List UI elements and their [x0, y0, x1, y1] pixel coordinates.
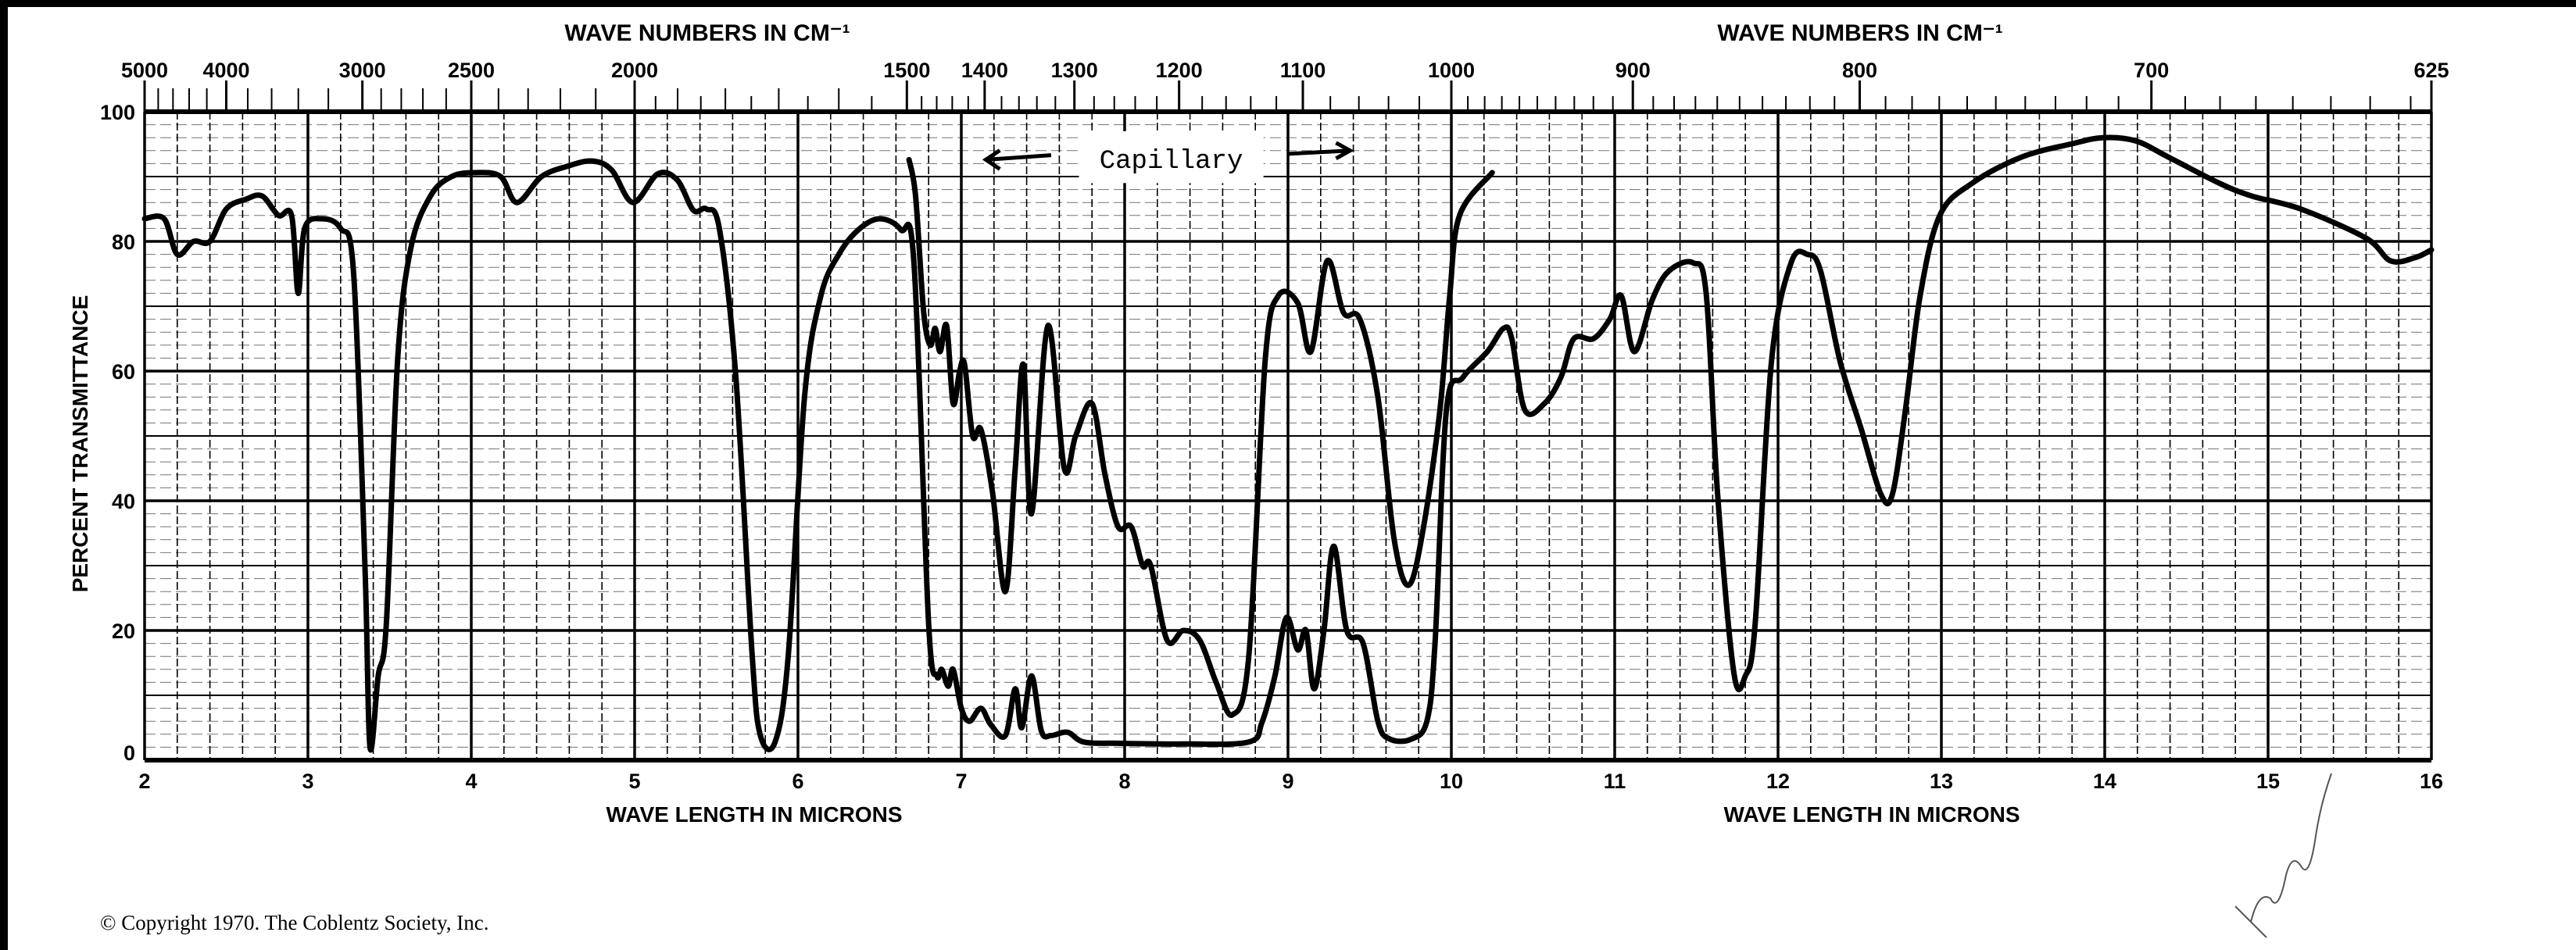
top-tick-label: 2500 [448, 59, 495, 82]
y-tick-label: 20 [112, 620, 135, 643]
x-tick-label: 13 [1930, 770, 1953, 793]
top-tick-label: 1500 [883, 59, 930, 82]
y-axis-ticks: 0 20 40 60 80 100 [100, 101, 135, 765]
y-tick-label: 80 [112, 230, 135, 254]
arrow-right-icon [1287, 141, 1354, 160]
capillary-label: Capillary [1100, 147, 1243, 177]
top-tick-label: 2000 [611, 59, 658, 82]
x-tick-label: 11 [1604, 770, 1626, 793]
scan-border-top [0, 0, 2576, 7]
top-axis-ticks: 5000 4000 3000 2500 2000 1500 1400 1300 1200 1100… [121, 59, 2449, 114]
x-tick-label: 3 [302, 770, 313, 793]
top-tick-label: 1000 [1428, 59, 1475, 82]
copyright-notice: © Copyright 1970. The Coblentz Society, … [100, 911, 489, 934]
x-tick-label: 10 [1440, 770, 1463, 793]
top-tick-label: 700 [2134, 59, 2169, 82]
capillary-annotation: Capillary [982, 130, 1354, 184]
scan-border-left [0, 0, 8, 950]
x-tick-label: 6 [792, 770, 803, 793]
x-tick-label: 15 [2256, 770, 2280, 793]
top-tick-label: 3000 [339, 59, 386, 82]
x-tick-label: 5 [628, 770, 640, 793]
x-tick-label: 4 [465, 770, 477, 793]
top-axis-title-left: WAVE NUMBERS IN CM⁻¹ [564, 20, 850, 46]
handwritten-signature [2234, 773, 2332, 938]
top-tick-label: 625 [2413, 59, 2449, 82]
grid [143, 109, 2433, 762]
series-line-main [141, 134, 2435, 753]
x-tick-label: 12 [1766, 770, 1790, 793]
top-tick-label: 1300 [1051, 59, 1098, 82]
arrow-left-icon [982, 148, 1052, 171]
x-tick-label: 7 [955, 770, 967, 793]
top-tick-label: 900 [1615, 59, 1651, 82]
x-axis-title-left: WAVE LENGTH IN MICRONS [606, 802, 902, 827]
bottom-axis-ticks: 2 3 4 5 6 7 8 9 10 11 12 13 14 15 16 [138, 770, 2443, 793]
x-tick-label: 9 [1282, 770, 1293, 793]
y-tick-label: 60 [112, 360, 135, 384]
x-axis-title-right: WAVE LENGTH IN MICRONS [1723, 802, 2020, 827]
top-tick-label: 1200 [1156, 59, 1203, 82]
top-tick-label: 1400 [961, 59, 1008, 82]
series-group [141, 134, 2435, 753]
x-tick-label: 2 [138, 770, 150, 793]
top-tick-label: 1100 [1280, 59, 1326, 82]
y-tick-label: 40 [112, 490, 135, 513]
top-tick-label: 5000 [121, 59, 168, 82]
y-tick-label: 100 [100, 101, 135, 124]
capillary-label-box [1079, 130, 1264, 184]
top-tick-label: 800 [1842, 59, 1877, 82]
x-tick-label: 16 [2420, 770, 2443, 793]
x-tick-label: 8 [1118, 770, 1130, 793]
y-tick-label: 0 [123, 741, 135, 765]
top-axis-title-right: WAVE NUMBERS IN CM⁻¹ [1717, 20, 2002, 46]
top-tick-label: 4000 [202, 59, 249, 82]
series-line-capillary [906, 156, 1495, 718]
y-axis-title: PERCENT TRANSMITTANCE [68, 295, 92, 593]
x-tick-label: 14 [2093, 770, 2116, 793]
